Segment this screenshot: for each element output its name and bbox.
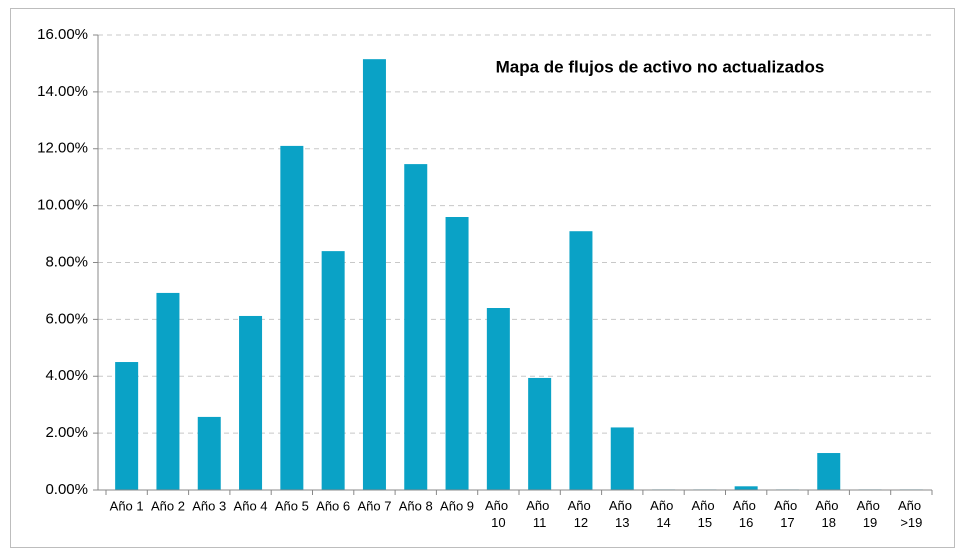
- x-tick-label: Año 4: [234, 498, 268, 513]
- x-tick-line: 12: [574, 515, 588, 530]
- x-tick-label: Año 5: [275, 498, 309, 513]
- bar: [197, 416, 221, 490]
- y-tick-label: 2.00%: [45, 424, 88, 441]
- y-tick-label: 4.00%: [45, 367, 88, 384]
- x-tick-label: Año 1: [110, 498, 144, 513]
- bar: [445, 217, 469, 490]
- x-tick-label: Año 17: [774, 498, 801, 530]
- x-tick-label: Año >19: [898, 498, 925, 530]
- x-tick-label: Año 6: [316, 498, 350, 513]
- x-tick-line: Año: [568, 498, 595, 513]
- x-tick-label: Año 19: [857, 498, 884, 530]
- x-tick-line: 11: [533, 515, 547, 530]
- x-tick-label: Año 7: [357, 498, 391, 513]
- bar: [156, 292, 180, 490]
- x-tick-label: Año 10: [485, 498, 512, 530]
- bar: [610, 427, 634, 490]
- y-tick-label: 10.00%: [37, 197, 88, 214]
- bar: [569, 231, 593, 490]
- x-tick-line: Año: [650, 498, 677, 513]
- chart-frame: [10, 8, 955, 548]
- y-tick-label: 12.00%: [37, 140, 88, 157]
- x-tick-line: 10: [491, 515, 505, 530]
- x-tick-line: 16: [739, 515, 753, 530]
- y-tick-label: 16.00%: [37, 26, 88, 43]
- bar: [239, 315, 263, 490]
- x-tick-line: 14: [656, 515, 670, 530]
- x-tick-label: Año 9: [440, 498, 474, 513]
- bar: [362, 59, 386, 490]
- x-tick-line: >19: [900, 515, 922, 530]
- x-tick-label: Año 15: [691, 498, 718, 530]
- x-tick-line: Año: [857, 498, 884, 513]
- x-tick-label: Año 18: [815, 498, 842, 530]
- bar: [280, 145, 304, 490]
- x-tick-label: Año 11: [526, 498, 553, 530]
- y-tick-label: 14.00%: [37, 83, 88, 100]
- bar: [528, 377, 552, 490]
- x-tick-label: Año 13: [609, 498, 636, 530]
- x-tick-line: Año: [609, 498, 636, 513]
- y-tick-label: 6.00%: [45, 310, 88, 327]
- y-tick-label: 8.00%: [45, 253, 88, 270]
- y-tick-label: 0.00%: [45, 481, 88, 498]
- x-tick-line: 17: [780, 515, 794, 530]
- x-tick-line: Año: [691, 498, 718, 513]
- x-tick-line: 19: [863, 515, 877, 530]
- x-tick-label: Año 12: [568, 498, 595, 530]
- bar: [115, 362, 139, 490]
- x-tick-line: 13: [615, 515, 629, 530]
- chart-title: Mapa de flujos de activo no actualizados: [496, 57, 825, 76]
- bar: [486, 308, 510, 490]
- x-tick-line: Año: [485, 498, 512, 513]
- x-tick-label: Año 2: [151, 498, 185, 513]
- bar: [404, 164, 428, 490]
- bar: [321, 251, 345, 490]
- x-tick-line: Año: [733, 498, 760, 513]
- bar: [817, 453, 841, 490]
- x-tick-line: Año: [898, 498, 925, 513]
- x-tick-line: Año: [526, 498, 553, 513]
- x-tick-label: Año 16: [733, 498, 760, 530]
- x-tick-line: Año: [774, 498, 801, 513]
- x-tick-label: Año 3: [192, 498, 226, 513]
- x-tick-line: Año: [815, 498, 842, 513]
- x-tick-label: Año 14: [650, 498, 677, 530]
- x-tick-line: 15: [698, 515, 712, 530]
- bar: [734, 486, 758, 490]
- x-tick-label: Año 8: [399, 498, 433, 513]
- x-tick-line: 18: [822, 515, 836, 530]
